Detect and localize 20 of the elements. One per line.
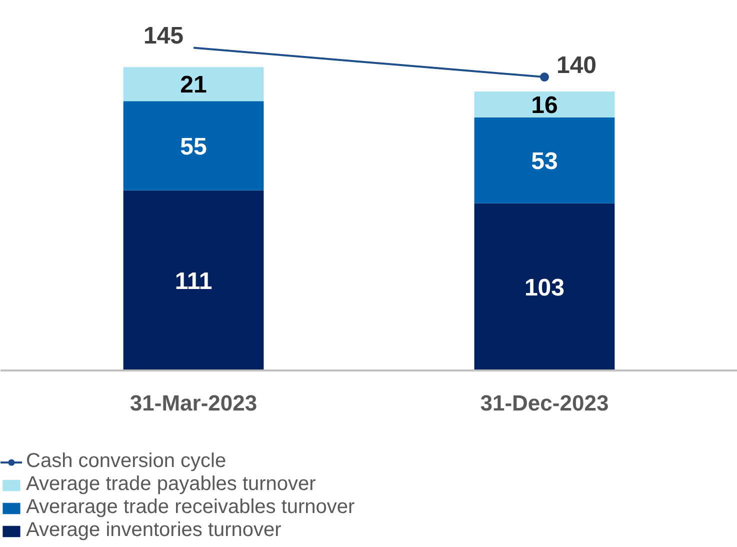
x-tick-label: 31-Dec-2023: [480, 390, 609, 416]
data-label: 145: [143, 22, 184, 50]
bar: [474, 117, 615, 204]
data-label: 16: [531, 92, 558, 119]
data-label: 103: [524, 274, 564, 302]
legend-label: Cash conversion cycle: [26, 450, 226, 473]
data-label: 111: [174, 268, 212, 295]
bar: [474, 91, 615, 118]
data-label: 21: [180, 72, 207, 99]
legend-label: Averarage trade receivables turnover: [26, 496, 355, 519]
bar: [123, 67, 264, 102]
data-label: 140: [556, 52, 597, 80]
legend-label: Average trade payables turnover: [26, 473, 316, 496]
data-label: 53: [531, 148, 558, 175]
bar: [123, 101, 264, 190]
bar: [123, 190, 264, 370]
bar: [474, 203, 615, 370]
legend-label: Average inventories turnover: [26, 519, 282, 542]
x-tick-label: 31-Mar-2023: [130, 390, 258, 416]
data-label: 55: [180, 133, 207, 160]
